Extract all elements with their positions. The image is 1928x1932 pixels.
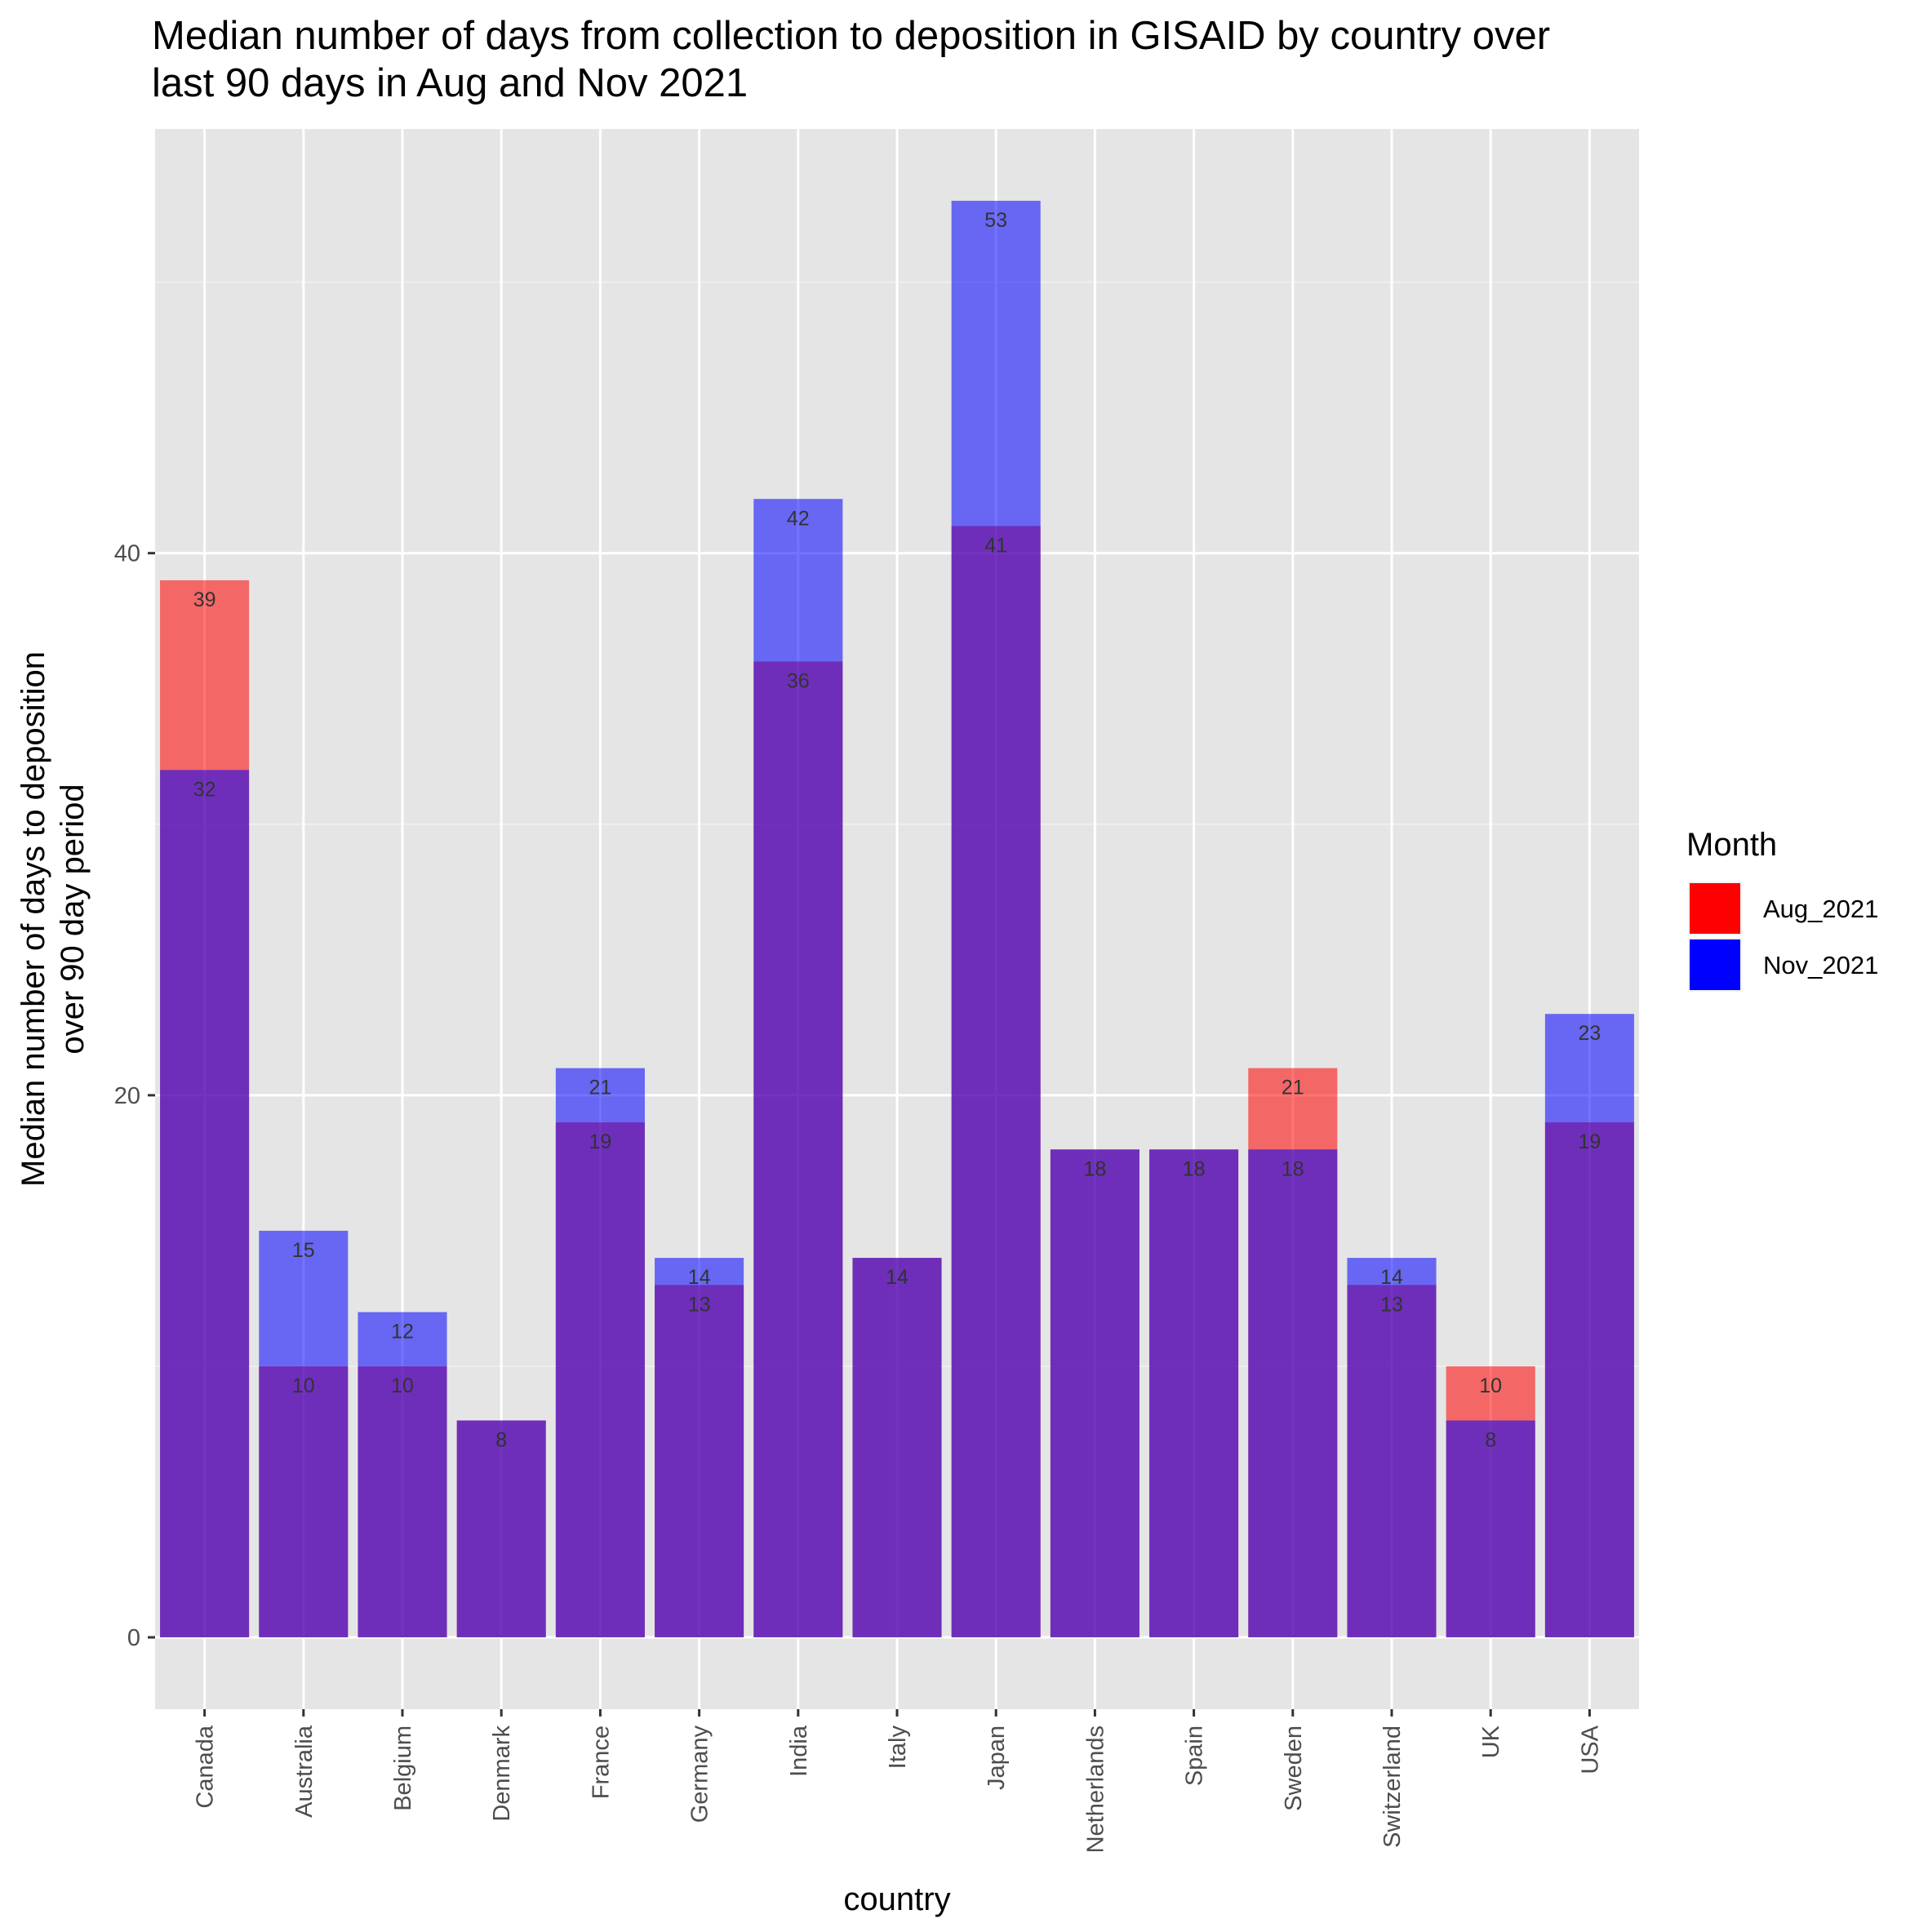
data-label: 41: [984, 534, 1007, 557]
legend-label: Aug_2021: [1763, 895, 1878, 923]
data-label: 32: [193, 778, 216, 801]
x-tick-label-belgium: Belgium: [390, 1725, 416, 1811]
bars: [160, 201, 1634, 1638]
x-tick-label-denmark: Denmark: [489, 1725, 515, 1822]
legend-title: Month: [1686, 827, 1777, 863]
x-tick-label-uk: UK: [1478, 1725, 1504, 1758]
data-label: 21: [589, 1077, 611, 1099]
data-label: 8: [495, 1428, 507, 1451]
legend-swatch-aug-2021: [1690, 883, 1740, 934]
x-tick-label-france: France: [588, 1725, 614, 1799]
x-tick-label-india: India: [786, 1725, 812, 1777]
x-tick-label-australia: Australia: [291, 1725, 318, 1818]
x-tick-label-usa: USA: [1577, 1725, 1603, 1774]
data-label: 14: [1380, 1266, 1403, 1289]
data-label: 14: [886, 1266, 908, 1289]
y-axis: 0 20 40: [114, 541, 155, 1651]
bar-nov-2021-belgium: [358, 1312, 447, 1637]
x-axis-title: country: [843, 1881, 950, 1917]
x-tick-label-japan: Japan: [984, 1725, 1010, 1790]
y-axis-title-line: Median number of days to deposition: [16, 651, 51, 1187]
bar-nov-2021-france: [555, 1068, 645, 1637]
legend: Month Aug_2021 Nov_2021: [1686, 827, 1878, 992]
data-label: 8: [1485, 1428, 1496, 1451]
data-label: 53: [984, 209, 1007, 232]
x-tick-label-sweden: Sweden: [1281, 1725, 1307, 1811]
data-label: 10: [1479, 1375, 1502, 1397]
x-tick-label-switzerland: Switzerland: [1379, 1725, 1406, 1848]
bar-nov-2021-denmark: [456, 1420, 546, 1637]
bar-nov-2021-canada: [160, 770, 250, 1637]
bar-nov-2021-uk: [1446, 1420, 1535, 1637]
data-label: 39: [193, 588, 216, 611]
bar-nov-2021-germany: [655, 1258, 744, 1637]
y-axis-title: Median number of days to deposition over …: [16, 651, 91, 1187]
data-label: 14: [886, 1266, 908, 1289]
data-labels: 39 10 10 8 19 13 36 14 41 18 18 21 13 10 19 32 15 12 8 21 14…: [193, 209, 1601, 1451]
bar-nov-2021-sweden: [1248, 1149, 1338, 1637]
bar-nov-2021-japan: [951, 201, 1041, 1637]
data-label: 12: [391, 1321, 414, 1344]
data-label: 19: [1578, 1130, 1601, 1153]
chart-title-line: Median number of days from collection to…: [152, 14, 1550, 58]
y-tick-label: 40: [114, 541, 140, 567]
bar-nov-2021-usa: [1544, 1014, 1634, 1637]
chart-title: Median number of days from collection to…: [152, 14, 1550, 105]
data-label: 13: [1380, 1293, 1403, 1316]
data-label: 10: [391, 1375, 414, 1397]
data-label: 18: [1183, 1157, 1206, 1180]
y-tick-label: 0: [127, 1625, 140, 1651]
data-label: 15: [292, 1239, 315, 1262]
bar-nov-2021-india: [753, 499, 843, 1638]
data-label: 23: [1578, 1022, 1601, 1045]
legend-swatch-nov-2021: [1690, 939, 1740, 990]
y-tick-label: 20: [114, 1083, 140, 1109]
data-label: 8: [495, 1428, 507, 1451]
legend-label: Nov_2021: [1763, 951, 1878, 979]
x-tick-label-canada: Canada: [193, 1725, 219, 1808]
data-label: 18: [1083, 1157, 1106, 1180]
bar-nov-2021-australia: [259, 1230, 349, 1637]
bar-nov-2021-netherlands: [1050, 1149, 1139, 1637]
data-label: 21: [1282, 1077, 1304, 1099]
x-tick-label-germany: Germany: [687, 1725, 713, 1823]
x-tick-label-italy: Italy: [885, 1725, 911, 1770]
data-label: 13: [688, 1293, 711, 1316]
y-axis-title-line: over 90 day period: [55, 784, 91, 1054]
data-label: 36: [787, 670, 810, 693]
data-label: 10: [292, 1375, 315, 1397]
x-axis: Canada Australia Belgium Denmark France Germa…: [193, 1709, 1603, 1853]
bar-nov-2021-italy: [852, 1258, 942, 1637]
bar-nov-2021-switzerland: [1347, 1258, 1437, 1637]
chart-title-line: last 90 days in Aug and Nov 2021: [152, 61, 748, 105]
data-label: 14: [688, 1266, 711, 1289]
data-label: 18: [1083, 1157, 1106, 1180]
data-label: 42: [787, 507, 810, 530]
bar-nov-2021-spain: [1149, 1149, 1239, 1637]
data-label: 18: [1183, 1157, 1206, 1180]
data-label: 19: [589, 1130, 611, 1153]
x-tick-label-netherlands: Netherlands: [1082, 1725, 1108, 1853]
x-tick-label-spain: Spain: [1182, 1725, 1208, 1786]
data-label: 18: [1282, 1157, 1304, 1180]
